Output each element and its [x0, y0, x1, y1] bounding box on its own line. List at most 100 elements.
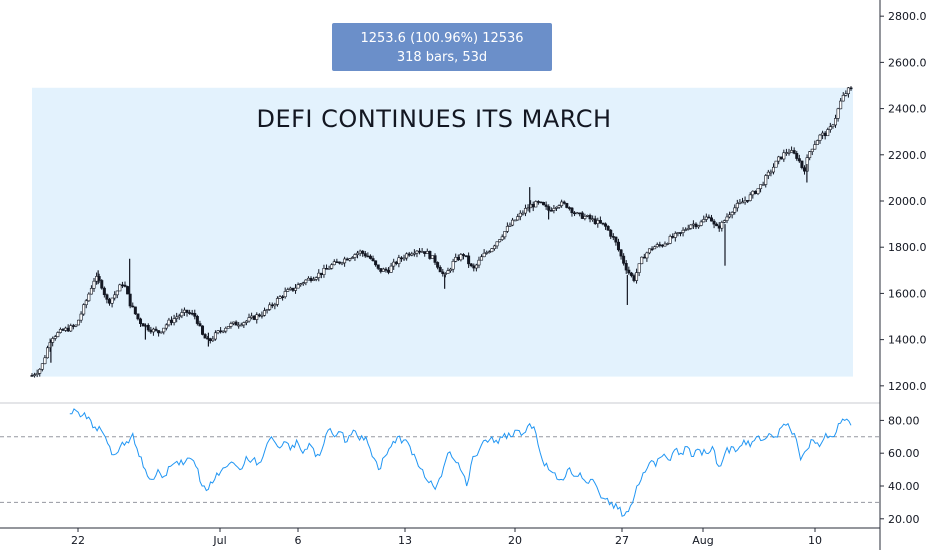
candle-body [833, 118, 837, 126]
candle-body [681, 229, 685, 233]
candle-body [108, 299, 112, 304]
candle-body [312, 279, 316, 281]
candle-body [722, 220, 726, 223]
candle-body [71, 325, 75, 327]
candle-body [131, 305, 135, 308]
candle-body [51, 338, 55, 343]
price-tick-label: 2200.0 [888, 149, 927, 162]
candle-body [319, 272, 323, 275]
candle-body [500, 236, 504, 240]
candle-body [784, 152, 788, 154]
candle-body [423, 251, 427, 254]
candle-body [237, 324, 241, 327]
candle-body [635, 272, 639, 281]
candle-body [317, 272, 321, 278]
candle-body [268, 304, 272, 310]
candle-body [443, 273, 447, 275]
candle-body [531, 203, 535, 208]
measure-label-line2: 318 bars, 53d [397, 50, 487, 65]
candle-body [666, 243, 670, 245]
candle-body [637, 263, 641, 273]
candle-body [299, 283, 303, 286]
candle-body [702, 219, 706, 223]
candle-body [660, 244, 664, 247]
candle-body [353, 254, 357, 258]
candle-body [567, 207, 571, 209]
candle-body [343, 258, 347, 264]
time-tick-label: Aug [692, 534, 713, 547]
candle-body [146, 324, 150, 331]
candle-body [459, 254, 463, 261]
candle-body [56, 332, 60, 337]
candle-body [738, 201, 742, 204]
candle-body [849, 87, 853, 90]
price-tick-label: 1400.0 [888, 334, 927, 347]
candle-body [549, 210, 553, 212]
candle-body [779, 156, 783, 160]
candle-body [624, 263, 628, 271]
candle-body [208, 338, 212, 342]
candle-body [552, 208, 556, 211]
candle-body [340, 262, 344, 265]
candle-body [120, 284, 124, 287]
candle-body [363, 253, 367, 257]
candle-body [777, 156, 781, 162]
candle-body [668, 236, 672, 244]
candle-body [570, 207, 574, 214]
candle-body [511, 219, 515, 226]
candle-body [487, 251, 491, 254]
candle-body [787, 151, 791, 154]
candle-body [82, 304, 86, 315]
candle-body [694, 223, 698, 228]
candle-body [542, 202, 546, 206]
time-tick-label: Jul [212, 534, 226, 547]
candle-body [815, 140, 819, 145]
candle-body [709, 217, 713, 222]
oscillator-tick-label: 80.00 [888, 414, 920, 427]
candle-body [43, 357, 47, 364]
candle-body [35, 373, 39, 375]
candle-body [154, 328, 158, 331]
candle-body [503, 231, 507, 238]
candle-body [110, 297, 114, 304]
candle-body [123, 284, 127, 287]
candle-body [717, 225, 721, 229]
candle-body [614, 236, 618, 243]
price-axis-ticks: 1200.0 1400.0 1600.0 1800.0 2000.0 2200.0 2400… [880, 10, 927, 393]
candle-body [229, 323, 233, 327]
candle-body [557, 205, 561, 208]
candle-body [495, 241, 499, 247]
candle-body [831, 124, 835, 127]
candle-body [95, 276, 99, 282]
price-tick-label: 1200.0 [888, 380, 927, 393]
candle-body [77, 319, 81, 326]
candle-body [304, 279, 308, 284]
candle-body [658, 244, 662, 246]
candle-body [149, 329, 153, 333]
candle-body [356, 252, 360, 255]
candle-body [232, 321, 236, 324]
candle-body [87, 293, 91, 302]
candle-body [105, 294, 109, 300]
candle-body [397, 257, 401, 264]
candle-body [405, 253, 409, 259]
time-tick-label: 20 [508, 534, 522, 547]
oscillator-line[interactable] [69, 408, 852, 517]
candle-body [58, 329, 62, 333]
candle-body [182, 309, 186, 313]
candle-body [159, 331, 163, 334]
candle-body [728, 214, 732, 218]
candle-body [534, 201, 538, 208]
candle-body [190, 312, 194, 315]
candle-body [720, 222, 724, 229]
candle-body [583, 216, 587, 219]
candle-body [216, 330, 220, 334]
candle-body [441, 271, 445, 275]
candle-body [211, 338, 215, 342]
price-tick-label: 2600.0 [888, 56, 927, 69]
candle-body [226, 326, 230, 329]
candle-body [136, 313, 140, 320]
measure-region[interactable] [32, 87, 853, 377]
candle-body [544, 204, 548, 207]
